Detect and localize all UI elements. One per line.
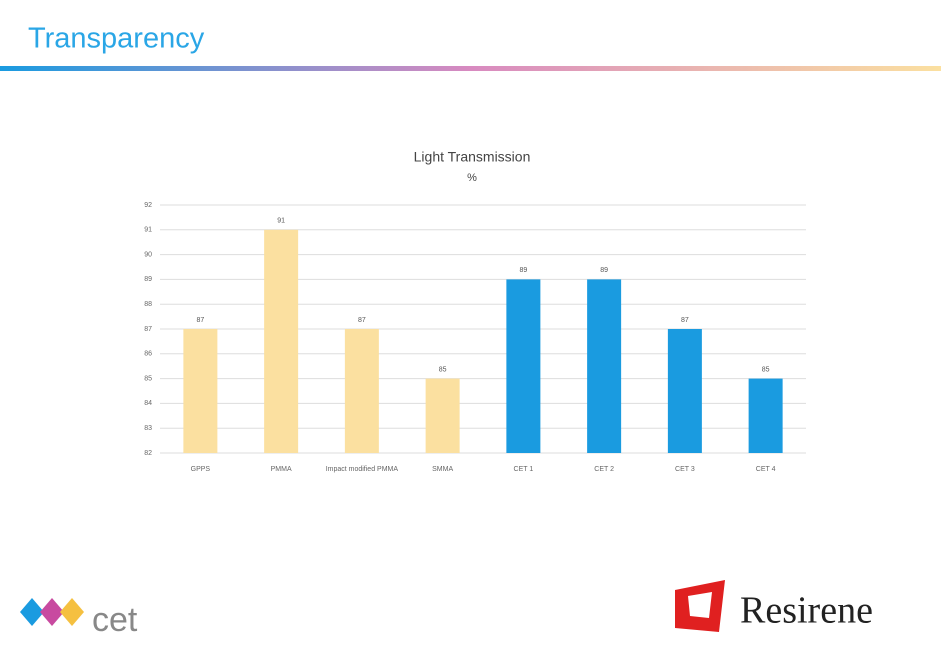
y-tick-label: 92: [144, 202, 152, 209]
y-tick-label: 88: [144, 301, 152, 308]
x-tick-label: PMMA: [271, 466, 292, 473]
resirene-logo: Resirene: [675, 580, 873, 632]
data-label: 85: [439, 366, 447, 373]
logo-text: cet: [92, 601, 138, 639]
data-label: 89: [600, 267, 608, 274]
x-tick-label: CET 4: [756, 466, 776, 473]
plot: 82 83 84 85 86 87 88 89 90 91 92 GPPS 87 PMMA 91 Impact…: [144, 202, 806, 473]
x-tick-label: CET 1: [514, 466, 534, 473]
bar: [748, 378, 783, 453]
title-rule: [0, 66, 941, 71]
data-label: 85: [762, 366, 770, 373]
bar: [183, 329, 218, 453]
data-label: 87: [196, 317, 204, 324]
chart-title: Light Transmission: [414, 149, 531, 165]
data-label: 91: [277, 218, 285, 225]
x-tick-label: CET 3: [675, 466, 695, 473]
bar: [667, 329, 702, 453]
cet-logo: cet: [20, 598, 138, 639]
x-tick-label: CET 2: [594, 466, 614, 473]
y-tick-label: 86: [144, 351, 152, 358]
data-label: 87: [358, 317, 366, 324]
y-tick-label: 90: [144, 251, 152, 258]
y-tick-label: 82: [144, 450, 152, 457]
data-label: 89: [519, 267, 527, 274]
slide-title: Transparency: [28, 23, 205, 55]
data-label: 87: [681, 317, 689, 324]
bar: [344, 329, 379, 453]
y-tick-label: 87: [144, 326, 152, 333]
bar: [425, 378, 460, 453]
y-tick-label: 83: [144, 425, 152, 432]
x-tick-label: GPPS: [191, 466, 211, 473]
bar: [587, 279, 622, 453]
x-tick-label: Impact modified PMMA: [326, 466, 399, 473]
bar: [506, 279, 541, 453]
x-tick-label: SMMA: [432, 466, 453, 473]
y-tick-label: 85: [144, 375, 152, 382]
logo-text: Resirene: [740, 590, 873, 632]
chart-subtitle: %: [467, 172, 477, 184]
y-tick-label: 91: [144, 227, 152, 234]
y-tick-label: 89: [144, 276, 152, 283]
y-tick-label: 84: [144, 400, 152, 407]
bar: [264, 229, 299, 453]
